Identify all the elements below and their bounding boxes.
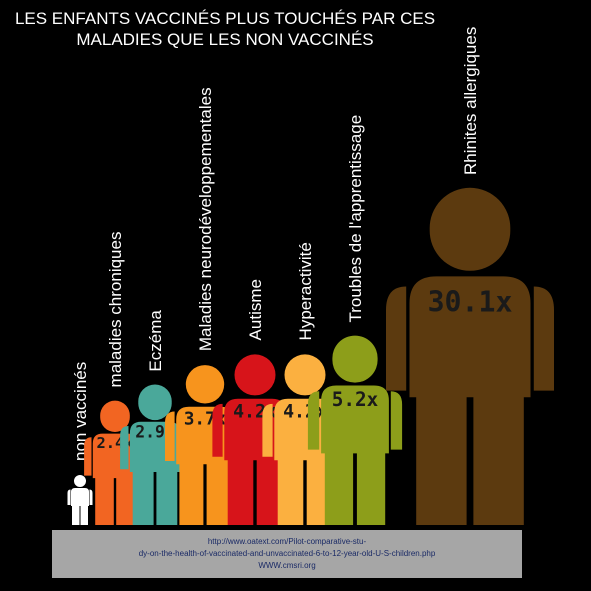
chart-title: MALADIES QUE LES NON VACCINÉS bbox=[76, 30, 373, 49]
category-label: non vaccinés bbox=[71, 362, 90, 461]
child-figure bbox=[84, 400, 146, 525]
child-figure bbox=[307, 335, 403, 525]
category-label: Troubles de l'apprentissage bbox=[346, 115, 365, 323]
value-label: 5.2x bbox=[332, 388, 379, 411]
category-label: Maladies neurodéveloppementales bbox=[196, 87, 215, 351]
chart-title: LES ENFANTS VACCINÉS PLUS TOUCHÉS PAR CE… bbox=[15, 9, 435, 28]
category-label: Rhinites allergiques bbox=[461, 27, 480, 175]
source-box bbox=[52, 530, 522, 578]
value-label: 30.1x bbox=[428, 285, 513, 318]
value-label: 2.9x bbox=[135, 422, 175, 441]
value-label: 4.2x bbox=[283, 401, 327, 422]
child-figure bbox=[165, 365, 245, 525]
source-text: dy-on-the-health-of-vaccinated-and-unvac… bbox=[139, 549, 436, 558]
category-label: Hyperactivité bbox=[296, 242, 315, 340]
category-label: maladies chroniques bbox=[106, 232, 125, 388]
child-figure bbox=[386, 187, 554, 525]
child-figure bbox=[212, 354, 298, 525]
source-text: http://www.oatext.com/Pilot-comparative-… bbox=[208, 537, 367, 546]
source-text: WWW.cmsri.org bbox=[258, 561, 315, 570]
category-label: Autisme bbox=[246, 279, 265, 340]
category-label: Eczéma bbox=[146, 310, 165, 372]
child-figure bbox=[67, 475, 93, 525]
child-figure bbox=[120, 384, 190, 525]
